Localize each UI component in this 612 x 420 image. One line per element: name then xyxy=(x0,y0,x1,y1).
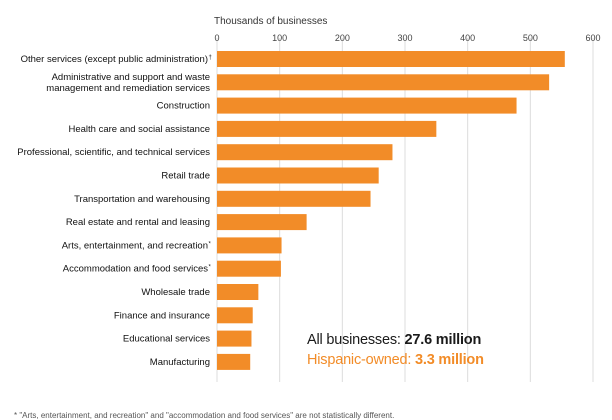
category-labels: Other services (except public administra… xyxy=(17,54,212,368)
bar xyxy=(217,260,281,277)
category-label: Transportation and warehousing xyxy=(74,194,210,205)
summary-box: All businesses: 27.6 million Hispanic-ow… xyxy=(307,330,484,370)
x-tick-label: 0 xyxy=(214,33,219,43)
bar xyxy=(217,353,251,370)
bar xyxy=(217,51,565,67)
x-tick-label: 400 xyxy=(460,33,475,43)
x-tick-label: 600 xyxy=(585,33,600,43)
category-label: Other services (except public administra… xyxy=(21,54,208,65)
category-label: Construction xyxy=(157,101,210,112)
category-label: Administrative and support and waste mana… xyxy=(46,72,210,94)
bar xyxy=(217,330,252,347)
summary-hispanic-value: 3.3 million xyxy=(415,352,484,368)
bar xyxy=(217,214,307,231)
category-label: Health care and social assistance xyxy=(68,124,210,135)
summary-all-businesses: All businesses: 27.6 million xyxy=(307,330,484,350)
bar xyxy=(217,190,371,207)
category-label: Wholesale trade xyxy=(141,287,210,298)
summary-hispanic-owned: Hispanic-owned: 3.3 million xyxy=(307,350,484,370)
bar xyxy=(217,307,253,324)
summary-all-label: All businesses: xyxy=(307,332,405,348)
summary-hispanic-label: Hispanic-owned: xyxy=(307,352,416,368)
category-footnote-mark: * xyxy=(209,241,212,247)
bar xyxy=(217,237,282,254)
x-tick-label: 200 xyxy=(335,33,350,43)
x-tick-label: 500 xyxy=(523,33,538,43)
x-axis-title: Thousands of businesses xyxy=(214,16,327,27)
x-tick-label: 100 xyxy=(272,33,287,43)
summary-all-value: 27.6 million xyxy=(404,332,482,348)
bar xyxy=(217,144,393,161)
category-label: Real estate and rental and leasing xyxy=(66,217,210,228)
category-label: Finance and insurance xyxy=(114,310,210,321)
bar xyxy=(217,97,517,114)
category-label: Manufacturing xyxy=(150,357,210,368)
bar xyxy=(217,284,259,300)
category-label: Accommodation and food services xyxy=(63,264,208,275)
gridlines xyxy=(216,38,594,382)
category-label: Retail trade xyxy=(161,171,210,182)
bar xyxy=(217,120,437,137)
x-tick-label: 300 xyxy=(397,33,412,43)
x-tick-labels: 0 100 200 300 400 500 600 xyxy=(214,33,600,43)
category-label: Arts, entertainment, and recreation xyxy=(62,240,208,251)
category-footnote-mark: † xyxy=(209,55,212,61)
bar xyxy=(217,167,379,184)
footnote: * "Arts, entertainment, and recreation" … xyxy=(14,411,395,420)
category-footnote-mark: * xyxy=(209,265,212,271)
category-label: Professional, scientific, and technical … xyxy=(17,147,210,158)
bars xyxy=(217,51,565,370)
category-label: Educational services xyxy=(123,334,210,345)
bar xyxy=(217,74,550,91)
